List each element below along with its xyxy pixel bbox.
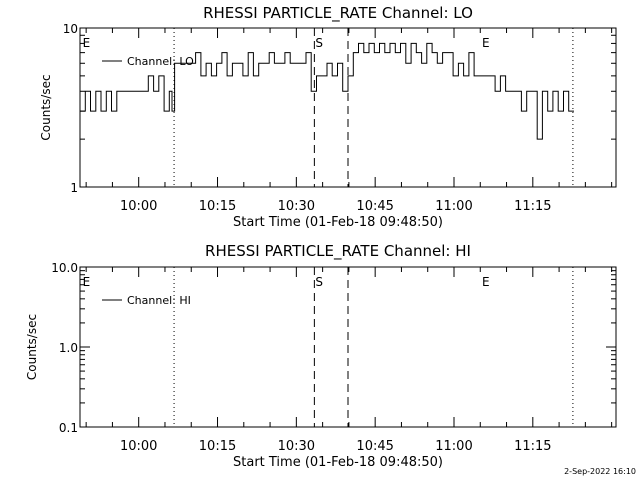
lo-chart-title: RHESSI PARTICLE_RATE Channel: LO <box>203 4 473 23</box>
hi-y-tick-label: 1.0 <box>59 341 78 355</box>
lo-x-tick-label: 10:00 <box>120 199 157 214</box>
lo-x-tick-label: 11:15 <box>514 199 551 214</box>
lo-event-marker-e: E <box>482 36 490 50</box>
lo-x-tick-label: 11:00 <box>435 199 472 214</box>
lo-series-line <box>80 42 574 140</box>
lo-legend-label: Channel: LO <box>127 55 194 68</box>
hi-x-tick-label: 11:00 <box>435 439 472 454</box>
lo-channel-panel: RHESSI PARTICLE_RATE Channel: LO 1 10 10:00… <box>39 4 617 230</box>
lo-y-tick-label: 1 <box>70 181 78 195</box>
lo-x-tick-label: 10:30 <box>278 199 315 214</box>
lo-event-marker-s: S <box>315 36 323 50</box>
lo-y-tick-label: 10 <box>63 22 78 36</box>
date-stamp: 2-Sep-2022 16:10 <box>564 467 636 476</box>
hi-event-marker-e: E <box>482 275 490 289</box>
hi-event-marker-s: S <box>315 275 323 289</box>
hi-x-tick-label: 10:30 <box>278 439 315 454</box>
hi-y-tick-label: 10.0 <box>51 261 78 275</box>
hi-x-tick-label: 10:45 <box>356 439 393 454</box>
hi-legend-label: Channel: HI <box>127 294 191 307</box>
hi-channel-panel: RHESSI PARTICLE_RATE Channel: HI 0.1 1.0 10… <box>25 242 617 470</box>
hi-x-tick-label: 10:00 <box>120 439 157 454</box>
hi-x-tick-label: 10:15 <box>199 439 236 454</box>
hi-y-axis-label: Counts/sec <box>25 314 39 380</box>
lo-y-axis-label: Counts/sec <box>39 74 53 140</box>
hi-y-tick-label: 0.1 <box>59 421 78 435</box>
lo-x-axis-label: Start Time (01-Feb-18 09:48:50) <box>233 215 443 230</box>
hi-event-marker-e: E <box>83 275 91 289</box>
lo-x-tick-label: 10:45 <box>356 199 393 214</box>
hi-chart-title: RHESSI PARTICLE_RATE Channel: HI <box>205 242 471 261</box>
hi-x-tick-label: 11:15 <box>514 439 551 454</box>
lo-x-tick-label: 10:15 <box>199 199 236 214</box>
lo-event-marker-e: E <box>83 36 91 50</box>
hi-x-axis-label: Start Time (01-Feb-18 09:48:50) <box>233 455 443 470</box>
